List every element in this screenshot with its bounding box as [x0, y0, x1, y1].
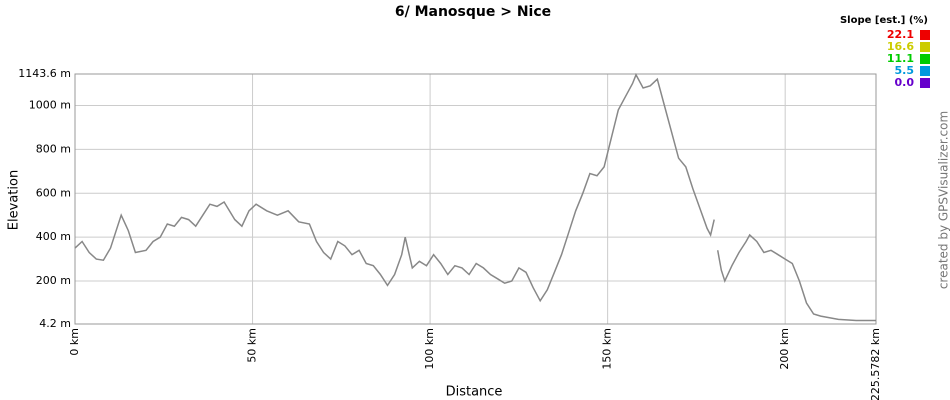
- legend-label: 22.1: [887, 28, 914, 41]
- legend-label: 5.5: [895, 64, 915, 77]
- y-tick-label: 200 m: [36, 274, 71, 287]
- x-axis-label: Distance: [446, 385, 503, 400]
- y-tick-label: 4.2 m: [39, 317, 71, 330]
- x-tick-label: 50 km: [246, 328, 259, 363]
- credit: created by GPSVisualizer.com: [937, 111, 950, 289]
- y-tick-label: 400 m: [36, 230, 71, 243]
- legend-swatch: [920, 54, 930, 64]
- legend-label: 11.1: [887, 52, 914, 65]
- x-tick-label: 225.5782 km: [869, 328, 882, 400]
- y-tick-label: 600 m: [36, 186, 71, 199]
- legend-swatch: [920, 30, 930, 40]
- legend-label: 0.0: [895, 76, 915, 89]
- x-tick-label: 100 km: [423, 328, 436, 370]
- y-tick-label: 800 m: [36, 142, 71, 155]
- x-tick-label: 0 km: [68, 328, 81, 356]
- legend-swatch: [920, 78, 930, 88]
- legend-swatch: [920, 66, 930, 76]
- x-tick-label: 150 km: [601, 328, 614, 370]
- legend-label: 16.6: [887, 40, 914, 53]
- legend-swatch: [920, 42, 930, 52]
- plot-border: [74, 73, 877, 325]
- x-tick-label: 200 km: [778, 328, 791, 370]
- y-axis-label: Elevation: [7, 170, 22, 230]
- elevation-line: [74, 73, 876, 322]
- legend-title: Slope [est.] (%): [840, 15, 928, 26]
- y-tick-label: 1000 m: [29, 99, 71, 112]
- chart-title: 6/ Manosque > Nice: [395, 4, 551, 20]
- y-tick-label: 1143.6 m: [18, 67, 71, 80]
